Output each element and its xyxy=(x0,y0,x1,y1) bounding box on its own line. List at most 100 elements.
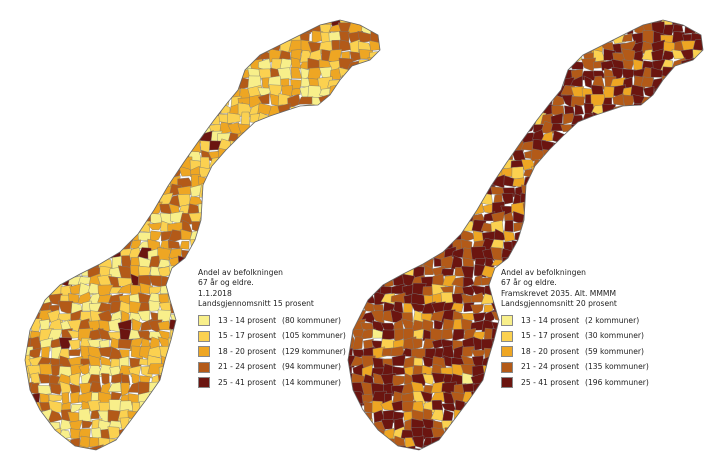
municipality xyxy=(298,149,313,162)
municipality xyxy=(220,157,231,171)
municipality xyxy=(444,61,453,70)
municipality xyxy=(348,115,357,123)
municipality xyxy=(280,140,293,153)
municipality xyxy=(501,447,516,450)
municipality xyxy=(500,104,517,117)
municipality xyxy=(180,355,194,370)
municipality xyxy=(393,205,407,213)
municipality xyxy=(199,166,213,178)
municipality xyxy=(411,130,427,142)
municipality xyxy=(38,120,53,133)
municipality xyxy=(237,429,254,442)
municipality xyxy=(207,193,221,207)
municipality xyxy=(483,427,495,438)
municipality xyxy=(99,212,114,226)
municipality xyxy=(199,102,212,117)
municipality xyxy=(27,274,44,287)
municipality xyxy=(610,399,626,415)
municipality xyxy=(601,257,616,269)
municipality xyxy=(79,102,93,118)
municipality xyxy=(442,50,454,61)
municipality xyxy=(270,20,281,28)
municipality xyxy=(420,201,435,215)
municipality xyxy=(91,75,104,90)
municipality xyxy=(188,446,203,450)
municipality xyxy=(610,149,626,163)
municipality xyxy=(118,159,133,170)
municipality xyxy=(270,147,284,162)
municipality xyxy=(680,85,697,100)
municipality xyxy=(651,238,664,252)
municipality xyxy=(664,426,674,440)
municipality xyxy=(403,192,417,205)
municipality xyxy=(197,238,214,251)
municipality xyxy=(650,420,666,432)
municipality xyxy=(219,77,231,91)
municipality xyxy=(582,141,596,150)
municipality xyxy=(412,122,423,133)
municipality xyxy=(87,192,103,206)
municipality xyxy=(249,157,261,170)
municipality xyxy=(361,20,376,28)
municipality xyxy=(564,184,576,197)
municipality xyxy=(402,246,416,262)
municipality xyxy=(27,49,42,61)
municipality xyxy=(450,94,467,106)
municipality xyxy=(701,193,703,206)
municipality xyxy=(149,418,160,431)
municipality xyxy=(348,427,356,442)
municipality xyxy=(512,40,527,53)
municipality xyxy=(432,237,445,253)
municipality xyxy=(652,339,666,350)
municipality xyxy=(49,130,63,142)
municipality xyxy=(651,400,665,411)
municipality xyxy=(421,87,436,97)
municipality xyxy=(541,446,556,450)
country-outline xyxy=(24,19,381,451)
municipality xyxy=(503,408,517,423)
municipality xyxy=(572,391,587,406)
municipality xyxy=(430,104,446,117)
municipality xyxy=(48,201,64,215)
municipality xyxy=(158,49,173,63)
municipality xyxy=(39,165,50,180)
municipality xyxy=(681,444,694,450)
municipality xyxy=(38,67,50,80)
municipality xyxy=(400,20,417,25)
municipality xyxy=(40,139,52,154)
municipality xyxy=(130,20,140,24)
municipality xyxy=(523,77,536,90)
municipality xyxy=(662,411,677,423)
municipality xyxy=(410,20,427,27)
municipality xyxy=(591,399,606,414)
municipality xyxy=(421,122,437,135)
municipality xyxy=(47,149,63,162)
municipality xyxy=(307,123,323,135)
municipality xyxy=(500,437,517,450)
municipality xyxy=(661,184,675,198)
municipality xyxy=(351,129,366,145)
municipality xyxy=(671,374,685,387)
municipality xyxy=(128,158,144,170)
municipality xyxy=(482,165,496,180)
municipality xyxy=(491,114,507,125)
municipality xyxy=(453,409,466,423)
municipality xyxy=(88,49,104,64)
municipality xyxy=(681,228,696,244)
municipality xyxy=(540,239,556,251)
municipality xyxy=(442,193,456,205)
municipality xyxy=(25,175,31,189)
municipality xyxy=(450,437,465,448)
municipality xyxy=(47,102,63,115)
municipality xyxy=(88,248,103,259)
municipality xyxy=(218,239,234,253)
legend-label: 21 - 24 prosent xyxy=(521,362,580,372)
municipality xyxy=(404,257,416,269)
municipality xyxy=(520,446,536,450)
municipality xyxy=(219,67,234,80)
municipality xyxy=(147,222,164,231)
municipality xyxy=(582,212,594,224)
municipality xyxy=(25,402,32,412)
municipality xyxy=(27,140,41,154)
municipality xyxy=(671,121,685,135)
